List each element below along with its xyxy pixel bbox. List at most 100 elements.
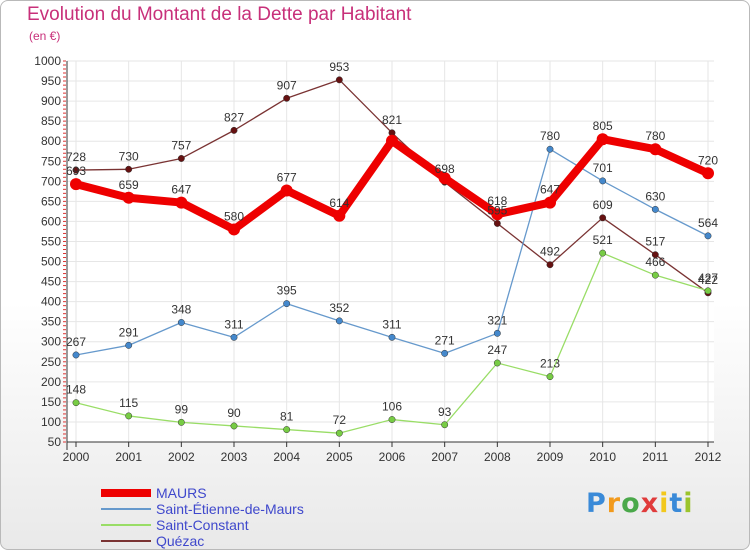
y-tick-label: 550 <box>41 234 61 248</box>
y-tick-label: 500 <box>41 255 61 269</box>
data-label: 677 <box>277 171 297 185</box>
data-label: 90 <box>227 406 241 420</box>
data-label: 81 <box>280 410 294 424</box>
data-label: 311 <box>224 317 243 331</box>
x-tick-label: 2007 <box>431 450 458 464</box>
data-point <box>228 223 240 236</box>
x-tick-label: 2003 <box>221 450 248 464</box>
data-label: 564 <box>698 216 718 230</box>
data-label: 757 <box>171 138 191 152</box>
data-label: 953 <box>329 60 349 74</box>
data-point <box>386 134 398 147</box>
x-tick-label: 2012 <box>695 450 722 464</box>
data-point <box>546 145 554 153</box>
y-tick-label: 250 <box>41 355 61 369</box>
data-point <box>125 341 133 349</box>
y-tick-label: 800 <box>41 134 61 148</box>
data-label: 352 <box>329 301 349 315</box>
data-point <box>441 349 449 357</box>
data-label: 148 <box>66 383 86 397</box>
x-tick-label: 2011 <box>642 450 668 464</box>
data-label: 609 <box>593 198 613 212</box>
data-point <box>230 333 238 341</box>
data-point <box>596 133 609 146</box>
plot-area <box>67 61 714 442</box>
data-label: 821 <box>382 113 402 127</box>
x-tick-label: 2006 <box>379 450 406 464</box>
data-label: 291 <box>119 325 139 339</box>
x-tick-label: 2004 <box>273 450 300 464</box>
y-tick-label: 950 <box>41 74 61 88</box>
data-point <box>70 178 82 191</box>
data-point <box>177 418 185 426</box>
x-tick-label: 2002 <box>168 450 195 464</box>
legend-swatch <box>101 524 151 526</box>
data-label: 321 <box>487 313 507 327</box>
data-point <box>335 76 343 84</box>
data-label: 422 <box>698 273 718 287</box>
data-point <box>335 429 343 437</box>
data-point <box>651 205 659 213</box>
chart-subtitle: (en €) <box>29 29 61 43</box>
data-label: 659 <box>119 178 139 192</box>
data-label: 72 <box>333 413 347 427</box>
data-point <box>651 251 659 259</box>
y-tick-label: 650 <box>41 194 61 208</box>
data-point <box>72 351 80 359</box>
y-tick-label: 100 <box>41 415 61 429</box>
legend-item: MAURS <box>101 485 361 501</box>
data-label: 647 <box>171 183 191 197</box>
y-tick-label: 900 <box>41 94 61 108</box>
data-point <box>599 214 607 222</box>
data-point <box>491 208 504 221</box>
data-label: 595 <box>487 203 507 217</box>
data-point <box>175 196 188 209</box>
data-point <box>125 165 133 173</box>
data-label: 348 <box>171 302 191 316</box>
data-label: 827 <box>224 110 244 124</box>
data-label: 630 <box>645 189 665 203</box>
data-label: 701 <box>593 161 613 175</box>
data-point <box>493 359 501 367</box>
data-label: 247 <box>487 343 507 357</box>
data-label: 614 <box>329 196 349 210</box>
data-point <box>177 155 185 162</box>
data-label: 311 <box>382 317 401 331</box>
legend-label: Saint-Constant <box>156 517 249 533</box>
data-point <box>493 219 501 227</box>
x-tick-label: 2001 <box>115 450 142 464</box>
data-point <box>702 167 714 180</box>
data-point <box>333 209 346 222</box>
data-point <box>388 416 396 423</box>
data-label: 427 <box>698 271 718 285</box>
data-point <box>493 329 501 337</box>
data-label: 805 <box>593 119 613 133</box>
data-label: 780 <box>645 129 665 143</box>
data-point <box>72 166 80 174</box>
y-tick-label: 350 <box>41 315 61 329</box>
data-point <box>283 426 291 434</box>
y-tick-label: 150 <box>41 395 61 409</box>
x-tick-label: 2000 <box>63 450 90 464</box>
data-label: 693 <box>66 164 86 178</box>
data-point <box>704 232 712 240</box>
x-tick-label: 2010 <box>589 450 616 464</box>
data-label: 618 <box>487 194 507 208</box>
legend-item: Saint-Constant <box>101 517 361 533</box>
data-label: 728 <box>66 150 86 164</box>
data-label: 213 <box>540 357 560 371</box>
data-label: 720 <box>698 153 718 167</box>
data-point <box>546 373 554 381</box>
y-tick-label: 400 <box>41 295 61 309</box>
legend-item: Quézac <box>101 533 361 549</box>
data-point <box>599 177 607 185</box>
data-point <box>283 300 291 308</box>
data-point <box>651 271 659 279</box>
y-tick-label: 750 <box>41 154 61 168</box>
y-tick-label: 700 <box>41 174 61 188</box>
data-label: 730 <box>119 149 139 163</box>
data-label: 698 <box>435 162 455 176</box>
proxiti-logo: Proxiti <box>586 488 694 519</box>
